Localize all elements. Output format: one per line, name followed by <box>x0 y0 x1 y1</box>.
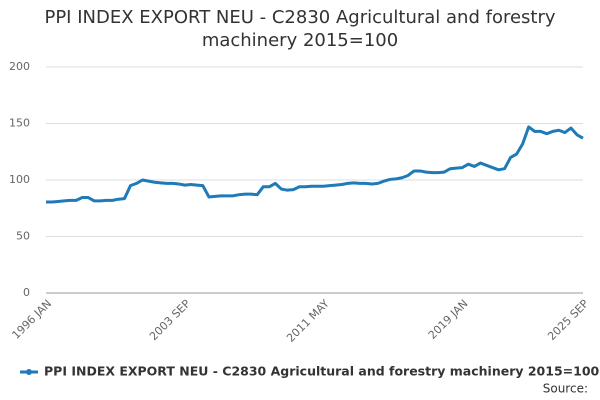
legend-marker <box>26 369 32 375</box>
chart-title: PPI INDEX EXPORT NEU - C2830 Agricultura… <box>44 7 556 51</box>
x-tick-label: 2019 JAN <box>426 297 471 342</box>
y-tick-label: 200 <box>9 60 30 73</box>
y-tick-label: 100 <box>9 173 30 186</box>
data-line <box>46 125 584 204</box>
y-tick-label: 150 <box>9 117 30 130</box>
x-tick-label: 1996 JAN <box>9 297 54 342</box>
x-tick-label: 2003 SEP <box>147 297 193 343</box>
x-tick-label: 2025 SEP <box>545 297 591 343</box>
source: Source: <box>543 382 588 396</box>
x-tick-label: 2011 MAY <box>284 297 332 345</box>
y-tick-label: 50 <box>16 230 30 243</box>
y-tick-label: 0 <box>23 286 30 299</box>
legend-label: PPI INDEX EXPORT NEU - C2830 Agricultura… <box>44 364 600 379</box>
